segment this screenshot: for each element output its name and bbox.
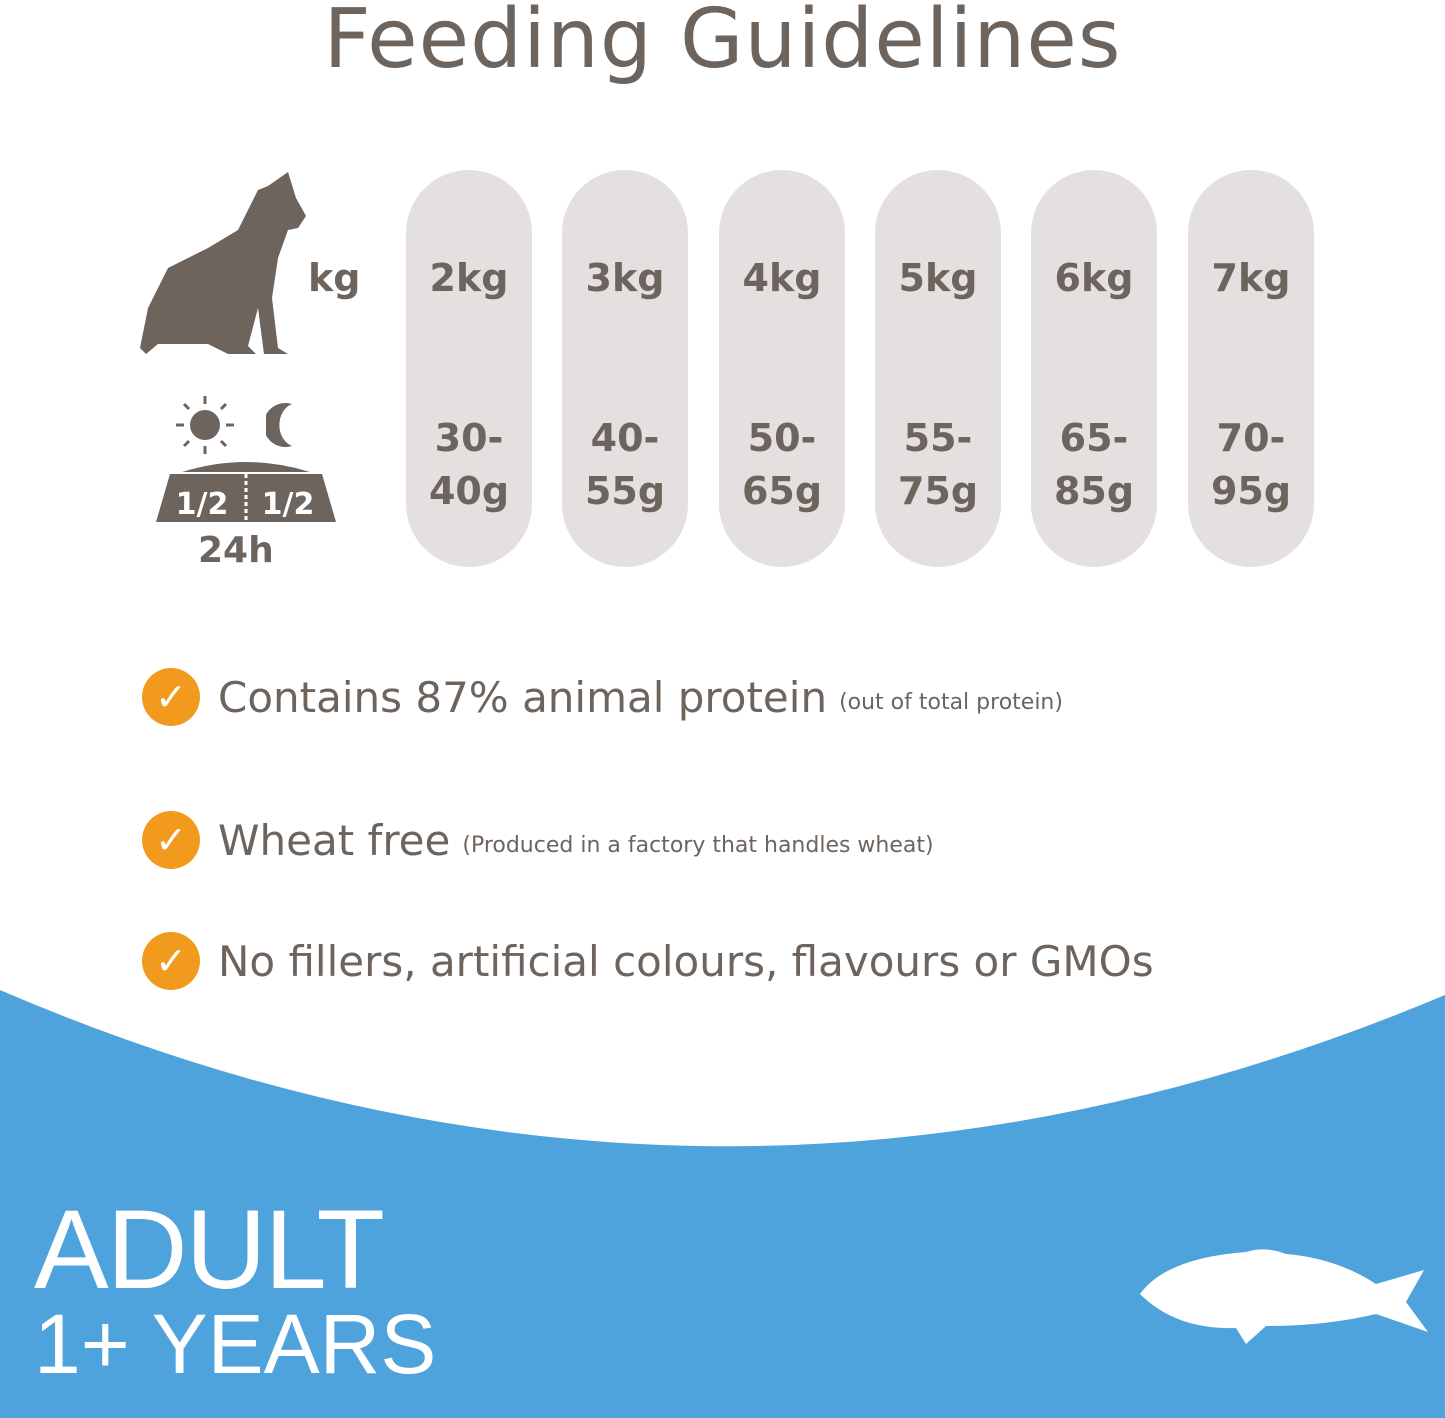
amount: 40- 55g — [584, 416, 666, 513]
moon-icon — [266, 403, 292, 447]
feature-item: ✓ Wheat free (Produced in a factory that h… — [142, 811, 934, 869]
feature-note: (Produced in a factory that handles whea… — [462, 832, 934, 858]
amount: 30- 40g — [428, 416, 510, 513]
feeding-column: 4kg 50- 65g — [719, 170, 845, 567]
feeding-column: 5kg 55- 75g — [875, 170, 1001, 567]
amount: 50- 65g — [741, 416, 823, 513]
check-icon: ✓ — [142, 668, 200, 726]
feature-text: Wheat free — [218, 815, 451, 865]
feature-text: No fillers, artificial colours, flavours… — [218, 936, 1154, 986]
weight: 4kg — [742, 256, 822, 300]
fish-icon — [1140, 1249, 1428, 1344]
check-icon: ✓ — [142, 932, 200, 990]
weight: 3kg — [585, 256, 665, 300]
feeding-column: 3kg 40- 55g — [562, 170, 688, 567]
amount: 55- 75g — [897, 416, 979, 513]
sun-icon — [176, 396, 234, 454]
weight-unit-label: kg — [308, 256, 361, 300]
feature-note: (out of total protein) — [839, 689, 1063, 715]
banner-title: ADULT — [34, 1187, 385, 1312]
feeding-column: 7kg 70- 95g — [1188, 170, 1314, 567]
check-icon: ✓ — [142, 811, 200, 869]
weight: 6kg — [1054, 256, 1134, 300]
bowl-half-right: 1/2 — [262, 487, 315, 522]
cat-icon — [140, 172, 306, 354]
period-label: 24h — [198, 530, 274, 571]
bowl-icon: 1/2 1/2 — [156, 462, 336, 522]
weight: 5kg — [898, 256, 978, 300]
feature-item: ✓ Contains 87% animal protein (out of tota… — [142, 668, 1063, 726]
banner-subtitle: 1+ YEARS — [34, 1297, 437, 1391]
page-title: Feeding Guidelines — [323, 0, 1122, 87]
amount: 70- 95g — [1210, 416, 1292, 513]
amount: 65- 85g — [1053, 416, 1135, 513]
feeding-column: 6kg 65- 85g — [1031, 170, 1157, 567]
feature-item: ✓ No fillers, artificial colours, flavour… — [142, 932, 1154, 990]
bowl-half-left: 1/2 — [176, 487, 229, 522]
weight: 2kg — [429, 256, 509, 300]
feeding-column: 2kg 30- 40g — [406, 170, 532, 567]
weight: 7kg — [1211, 256, 1291, 300]
feature-text: Contains 87% animal protein — [218, 672, 828, 722]
